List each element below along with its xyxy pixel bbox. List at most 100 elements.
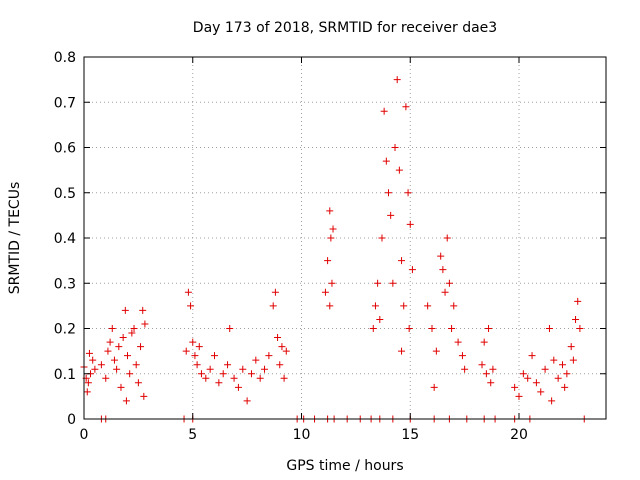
data-point <box>385 189 392 197</box>
data-points <box>80 76 588 423</box>
data-point <box>406 220 414 228</box>
y-tick-label: 0.2 <box>54 322 76 338</box>
y-tick-label: 0.8 <box>54 50 76 66</box>
data-point <box>184 288 192 296</box>
data-point <box>110 356 118 364</box>
data-point <box>113 365 121 373</box>
data-point <box>482 370 490 378</box>
data-point <box>454 338 462 346</box>
data-point <box>528 352 536 360</box>
data-point <box>532 379 540 387</box>
data-point <box>458 352 466 360</box>
data-point <box>524 374 532 382</box>
data-point <box>478 361 486 369</box>
data-point <box>537 388 545 396</box>
y-tick-label: 0.7 <box>54 95 76 111</box>
data-point <box>439 266 447 274</box>
data-point <box>480 338 488 346</box>
data-point <box>489 365 497 373</box>
data-point <box>84 379 92 387</box>
data-point <box>576 325 584 332</box>
data-point <box>89 356 97 364</box>
data-point <box>276 361 284 369</box>
data-point <box>321 288 329 296</box>
data-point <box>405 325 413 332</box>
data-point <box>432 347 440 355</box>
data-point <box>215 379 223 387</box>
chart-title: Day 173 of 2018, SRMTID for receiver dae… <box>193 20 497 36</box>
data-point <box>559 361 566 369</box>
data-point <box>519 370 527 378</box>
data-point <box>371 302 379 310</box>
data-point <box>569 356 577 364</box>
data-point <box>274 334 282 342</box>
data-point <box>327 234 335 242</box>
data-point <box>424 302 432 310</box>
data-point <box>83 388 91 396</box>
data-point <box>561 383 569 391</box>
data-point <box>119 334 127 342</box>
data-point <box>572 315 580 323</box>
data-point <box>140 392 148 400</box>
axis-ticks: 0 5 10 15 20 0 0.1 0.2 0.3 0.4 0.5 0.6 0.7 0.8 <box>54 50 606 443</box>
data-point <box>511 383 519 391</box>
data-point <box>115 343 123 351</box>
data-point <box>369 325 377 332</box>
data-point <box>121 306 129 314</box>
data-point <box>265 352 273 360</box>
data-point <box>450 302 458 310</box>
data-point <box>398 257 406 265</box>
data-point <box>378 234 386 242</box>
x-tick-label: 0 <box>80 427 89 443</box>
data-point <box>182 347 190 355</box>
data-point <box>128 329 136 337</box>
data-point <box>550 356 558 364</box>
data-point <box>252 356 260 364</box>
data-point <box>197 370 205 378</box>
data-point <box>122 397 130 405</box>
data-point <box>106 338 114 346</box>
data-point <box>563 370 571 378</box>
data-point <box>485 325 493 332</box>
data-point <box>280 374 288 382</box>
data-point <box>224 361 232 369</box>
data-point <box>134 379 142 387</box>
data-point <box>326 302 334 310</box>
data-point <box>141 320 149 328</box>
data-point <box>515 392 523 400</box>
data-point <box>382 157 390 165</box>
data-point <box>441 288 449 296</box>
data-point <box>430 383 438 391</box>
data-point <box>428 325 436 332</box>
data-point <box>102 374 110 382</box>
data-point <box>398 347 406 355</box>
data-point <box>437 252 445 260</box>
data-point <box>132 361 140 369</box>
data-point <box>230 374 238 382</box>
data-point <box>545 325 553 332</box>
data-point <box>104 347 112 355</box>
data-point <box>256 374 264 382</box>
data-point <box>324 257 332 265</box>
y-tick-label: 0.1 <box>54 367 76 383</box>
data-point <box>211 352 218 360</box>
data-point <box>387 211 395 219</box>
data-point <box>391 144 399 151</box>
data-point <box>448 325 456 332</box>
data-point <box>567 343 575 351</box>
y-tick-label: 0.5 <box>54 186 76 202</box>
data-point <box>219 370 227 378</box>
data-point <box>389 279 397 287</box>
data-point <box>139 306 147 314</box>
data-point <box>91 365 99 373</box>
data-point <box>137 343 145 351</box>
data-point <box>404 189 412 197</box>
data-point <box>269 302 277 310</box>
data-point <box>187 302 195 310</box>
data-point <box>487 379 495 387</box>
data-point <box>191 352 199 360</box>
data-point <box>85 349 93 357</box>
data-point <box>243 397 251 405</box>
data-point <box>193 361 201 369</box>
data-point <box>541 365 549 373</box>
